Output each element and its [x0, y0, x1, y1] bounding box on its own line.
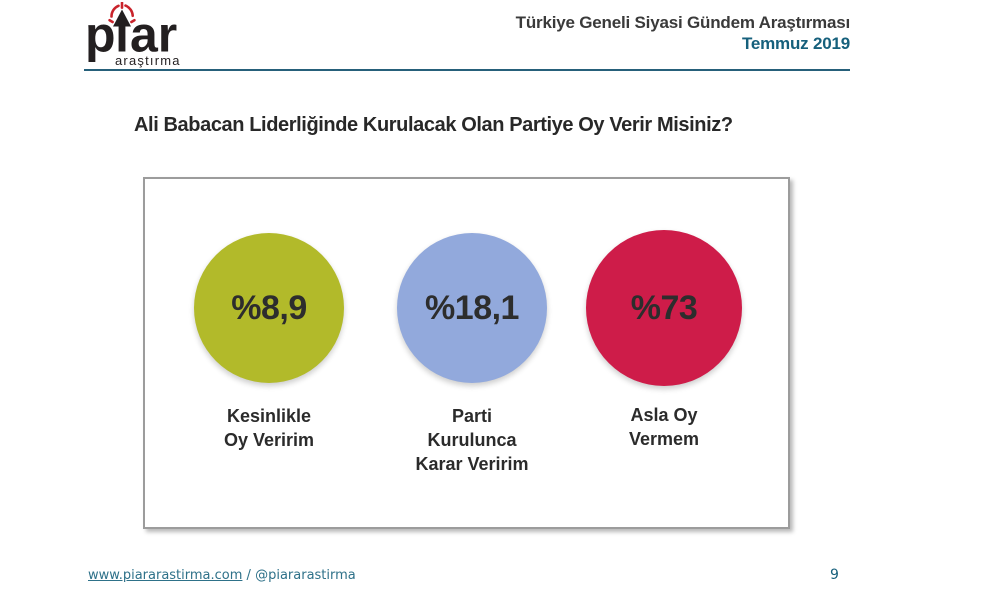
chart-panel: %8,9 Kesinlikle Oy Veririm %18,1 Parti K… [143, 177, 790, 529]
stat-definitely-vote: %8,9 Kesinlikle Oy Veririm [169, 233, 369, 452]
website-link[interactable]: www.piararastirma.com [88, 568, 243, 583]
stat-never-vote: %73 Asla Oy Vermem [564, 230, 764, 451]
value-definitely-vote: %8,9 [231, 288, 307, 327]
value-never-vote: %73 [630, 288, 698, 327]
compass-crosshair-icon [108, 1, 136, 24]
logo-subtitle: araştırma [115, 53, 181, 68]
logo-text-p: p [85, 7, 116, 63]
value-decide-later: %18,1 [425, 288, 519, 327]
label-never-vote: Asla Oy Vermem [628, 405, 700, 449]
logo-text-ar: ar [130, 7, 177, 63]
question-title: Ali Babacan Liderliğinde Kurulacak Olan … [134, 114, 733, 136]
label-decide-later: Parti Kurulunca Karar Veririm [415, 406, 529, 474]
study-period: Temmuz 2019 [741, 34, 850, 53]
stat-decide-later: %18,1 Parti Kurulunca Karar Veririm [372, 233, 572, 476]
footer: www.piararastirma.com / @piararastirma [88, 568, 356, 583]
circle-definitely-vote: %8,9 [194, 233, 344, 383]
piar-logo: p ar araştırma [84, 1, 192, 68]
arrow-up-icon [113, 9, 131, 52]
social-handle: @piararastirma [255, 568, 356, 583]
piar-logo-graphic: p ar araştırma [85, 1, 181, 68]
label-definitely-vote: Kesinlikle Oy Veririm [223, 406, 315, 450]
header-divider [84, 69, 850, 71]
study-title: Türkiye Geneli Siyasi Gündem Araştırması [515, 13, 851, 32]
page-number: 9 [830, 567, 839, 583]
circle-never-vote: %73 [586, 230, 742, 386]
footer-separator: / [242, 568, 256, 583]
circle-decide-later: %18,1 [397, 233, 547, 383]
header-titles: Türkiye Geneli Siyasi Gündem Araştırması… [515, 12, 851, 54]
